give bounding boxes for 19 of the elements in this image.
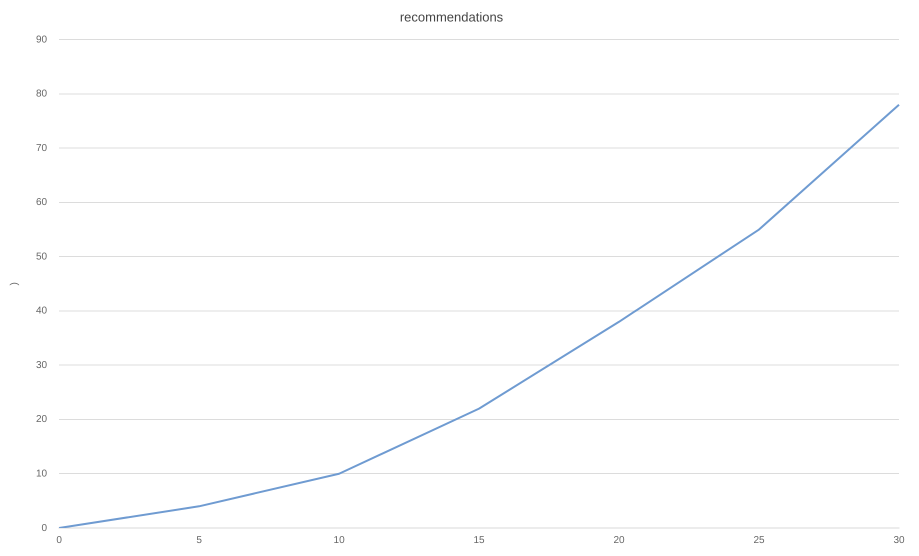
y-tick-label: 0 — [42, 522, 48, 534]
y-tick-label: 10 — [36, 468, 48, 480]
y-tick-label: 20 — [36, 414, 48, 426]
y-axis-title: ) — [8, 282, 20, 286]
y-tick-label: 30 — [36, 360, 48, 371]
x-tick-label: 5 — [196, 534, 202, 546]
x-tick-label: 20 — [613, 534, 626, 546]
x-tick-label: 30 — [893, 534, 905, 546]
y-tick-label: 50 — [36, 251, 48, 262]
y-tick-label: 90 — [36, 34, 48, 46]
chart-title: recommendations — [400, 9, 504, 24]
x-tick-label: 25 — [753, 534, 766, 546]
y-tick-label: 60 — [36, 197, 48, 208]
x-tick-label: 10 — [334, 534, 346, 546]
y-tick-label: 80 — [36, 88, 48, 100]
y-tick-label: 70 — [36, 142, 48, 154]
y-tick-label: 40 — [36, 306, 48, 317]
x-tick-label: 15 — [474, 534, 486, 546]
x-tick-label: 0 — [56, 534, 62, 546]
